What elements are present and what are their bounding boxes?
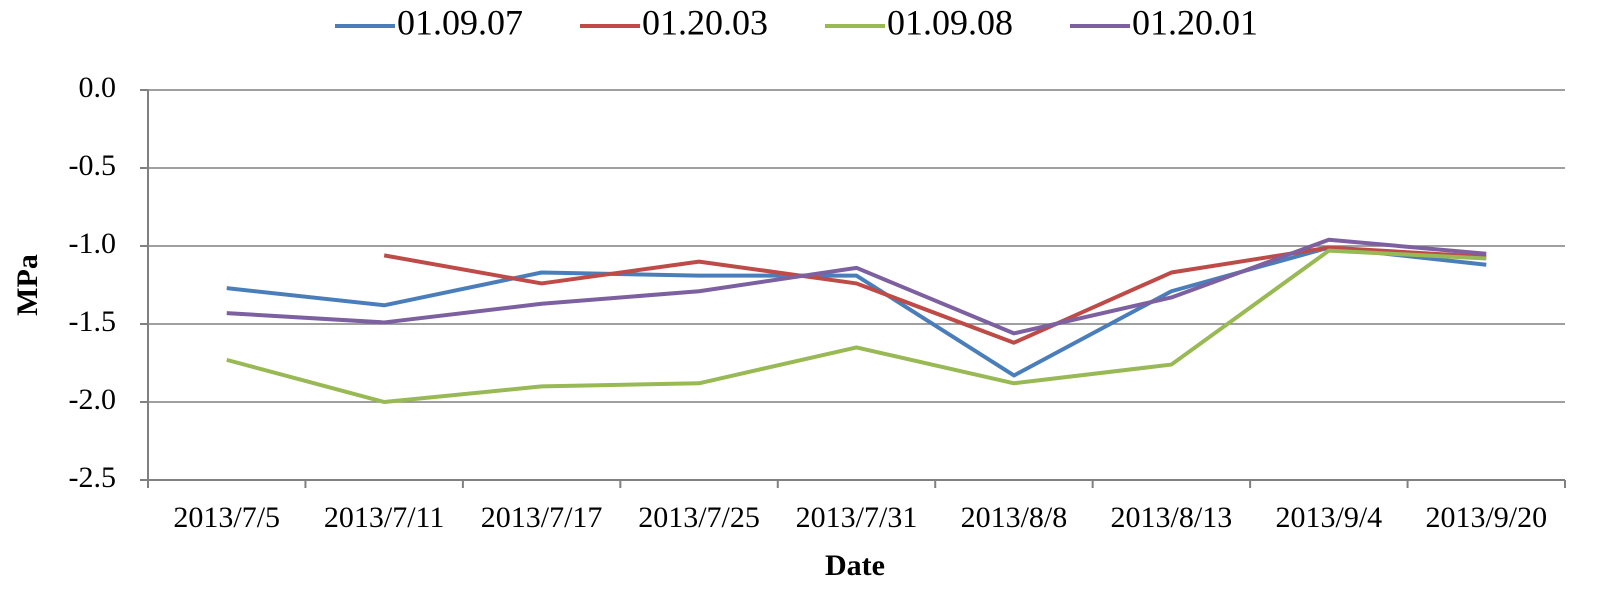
series-line — [226, 248, 1487, 404]
legend-label: 01.20.01 — [1132, 2, 1258, 42]
y-tick-label: -0.5 — [69, 149, 117, 182]
x-tick-label: 2013/7/31 — [796, 501, 918, 534]
x-tick-label: 2013/8/8 — [961, 501, 1068, 534]
legend-label: 01.09.08 — [887, 2, 1013, 42]
series-line — [383, 245, 1487, 345]
series-line — [226, 237, 1487, 336]
x-tick-label: 2013/7/11 — [324, 501, 445, 534]
x-tick-label: 2013/7/25 — [638, 501, 760, 534]
y-tick-label: -1.0 — [69, 227, 117, 260]
y-tick-label: -2.5 — [69, 461, 117, 494]
legend-label: 01.20.03 — [642, 2, 768, 42]
y-axis-label: MPa — [11, 254, 44, 316]
x-tick-label: 2013/7/5 — [173, 501, 280, 534]
x-tick-label: 2013/9/4 — [1275, 501, 1382, 534]
y-tick-label: -2.0 — [69, 383, 117, 416]
x-tick-label: 2013/9/20 — [1425, 501, 1547, 534]
x-tick-label: 2013/7/17 — [481, 501, 603, 534]
y-tick-label: -1.5 — [69, 305, 117, 338]
series-line — [226, 245, 1487, 378]
y-tick-label: 0.0 — [79, 71, 117, 104]
x-tick-label: 2013/8/13 — [1111, 501, 1233, 534]
legend-label: 01.09.07 — [397, 2, 523, 42]
x-axis-label: Date — [825, 549, 885, 582]
